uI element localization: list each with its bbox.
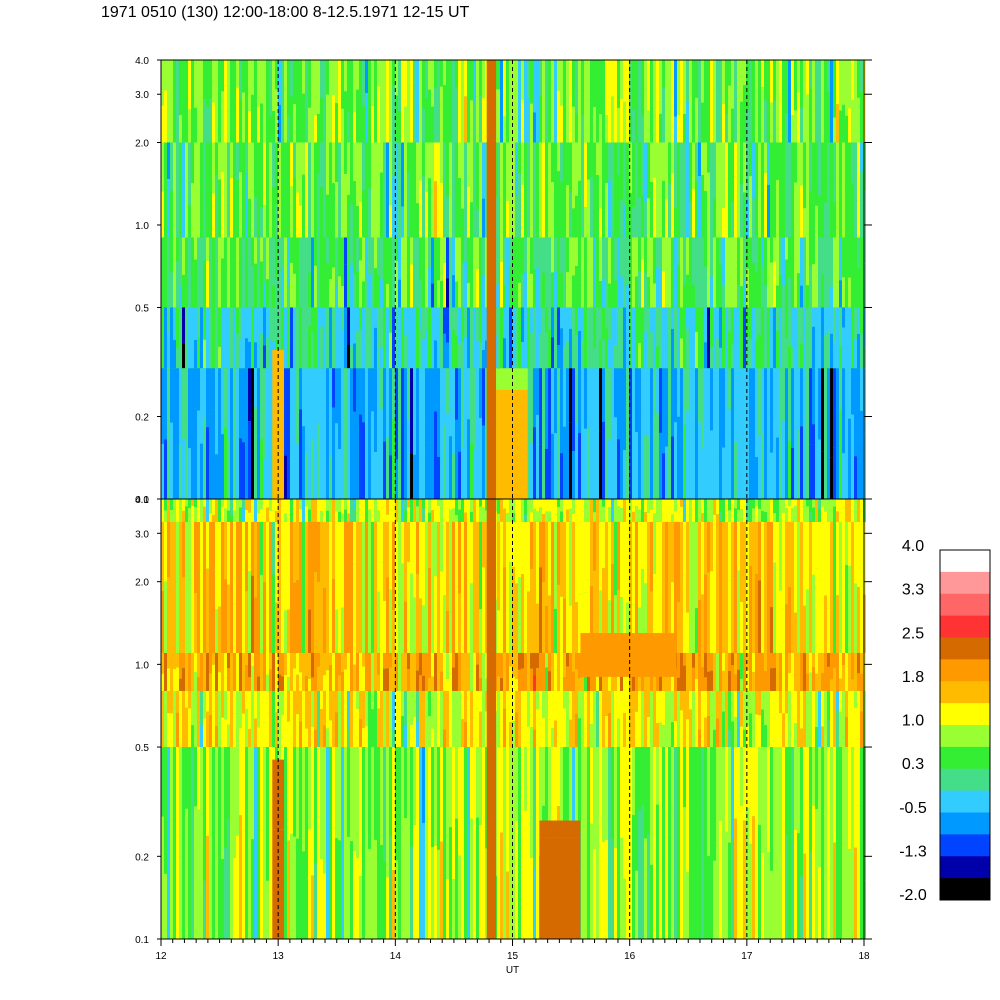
colorbar-swatch [940,878,990,901]
band-0 [161,60,866,143]
x-tick-label: 16 [624,951,636,962]
colorbar: 4.0 3.3 2.5 1.8 1.0 0.3 -0.5 -1.3 -2.0 [899,538,991,904]
colorbar-label: 0.3 [902,756,924,773]
top-spectrogram-panel: 0.1 0.2 0.5 1.0 2.0 3.0 4.0 [135,56,872,506]
colorbar-label: 3.3 [902,582,924,599]
colorbar-swatch [940,790,990,813]
colorbar-frame [939,549,991,901]
band-3 [161,690,866,748]
colorbar-swatch [940,571,990,595]
y-tick-label: 2.0 [135,138,149,149]
y-tick-label: 1.0 [135,221,149,232]
x-tick-label: 14 [390,951,402,962]
feature-5 [580,633,677,677]
band-4 [161,368,866,499]
feature-1 [486,60,497,499]
colorbar-label: 2.5 [902,625,924,642]
colorbar-swatch [940,615,990,638]
colorbar-swatch [940,550,990,573]
colorbar-swatch [940,659,990,682]
colorbar-swatch [940,681,990,704]
colorbar-label: 1.8 [902,669,924,686]
band-2 [161,652,866,691]
y-tick-label: 4.0 [135,56,149,67]
colorbar-swatch [940,768,990,792]
feature-3 [539,837,581,939]
y-tick-label: 3.0 [135,90,149,101]
x-tick-label: 13 [273,951,285,962]
colorbar-label: -2.0 [899,887,927,904]
colorbar-swatch [940,856,990,879]
colorbar-swatch [940,812,990,835]
x-tick-label: 18 [858,951,870,962]
band-1 [161,142,866,238]
y-tick-label: 0.2 [135,852,149,863]
feature-2 [496,389,528,499]
y-tick-label: 1.0 [135,660,149,671]
colorbar-label: 1.0 [902,713,924,730]
y-tick-label: 0.2 [135,413,149,424]
y-tick-label: 0.5 [135,303,149,314]
band-0 [161,499,866,522]
feature-2 [486,499,497,939]
colorbar-label: 4.0 [902,538,924,555]
colorbar-swatch [940,725,990,748]
colorbar-label: -1.3 [899,843,927,860]
y-tick-label: 2.0 [135,578,149,589]
bottom-spectrogram-panel: 0.1 0.2 0.5 1.0 2.0 3.0 4.0 12 13 14 15 16 17 18 UT [135,495,872,976]
chart-title: 1971 0510 (130) 12:00-18:00 8-12.5.1971 … [101,4,470,21]
colorbar-swatch [940,746,990,770]
band-3 [161,307,866,369]
colorbar-swatch [940,637,990,660]
band-2 [161,237,866,308]
x-tick-label: 15 [507,951,519,962]
y-tick-label: 0.5 [135,743,149,754]
feature-3 [496,368,528,390]
band-4 [161,747,866,939]
x-tick-label: 12 [155,951,167,962]
y-tick-label: 0.1 [135,935,149,946]
x-tick-label: 17 [741,951,753,962]
colorbar-swatch [940,593,990,617]
x-axis-title: UT [506,965,519,976]
feature-4 [539,820,581,838]
y-tick-label: 3.0 [135,529,149,540]
y-tick-label: 4.0 [135,495,149,506]
colorbar-swatch [940,703,990,726]
band-1 [161,521,866,653]
colorbar-label: -0.5 [899,800,927,817]
colorbar-swatch [940,834,990,857]
y-tick-label: 0.1 [135,495,149,506]
